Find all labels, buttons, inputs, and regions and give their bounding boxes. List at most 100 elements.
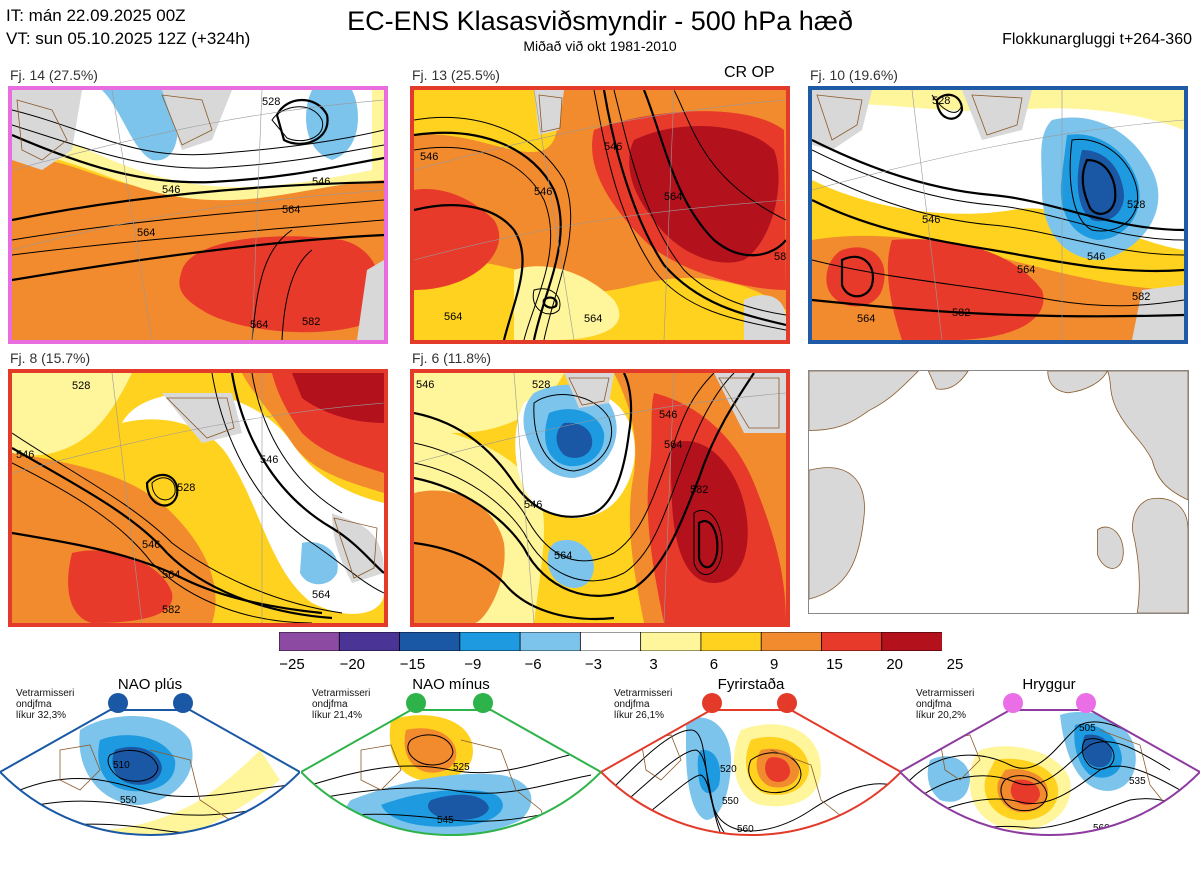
- regime-map-ridge: 505 535 560: [900, 693, 1200, 837]
- contour-label: 58: [774, 251, 786, 263]
- colorbar-tick-label: −20: [339, 656, 366, 673]
- contour-label: 564: [137, 227, 155, 239]
- regime-map-nao-plus: 510 550: [0, 693, 300, 837]
- cluster-label-6: Fj. 6 (11.8%): [412, 350, 492, 366]
- colorbar-tick-label: −3: [584, 656, 602, 673]
- contour-label: 546: [416, 379, 434, 391]
- contour-label: 546: [922, 214, 940, 226]
- contour-label: 510: [113, 760, 130, 771]
- colorbar-tick-label: −9: [464, 656, 482, 673]
- contour-label: 535: [1129, 776, 1146, 787]
- contour-label: 546: [312, 176, 330, 188]
- colorbar: [278, 631, 943, 652]
- cluster-map-6: 546 528 546 564 546 564 582: [410, 369, 790, 627]
- cluster-map-10: 528 546 528 564 546 564 582 582: [808, 86, 1188, 344]
- contour-label: 520: [720, 764, 737, 775]
- colorbar-swatch: [640, 631, 702, 652]
- contour-label: 546: [162, 184, 180, 196]
- colorbar-swatch: [338, 631, 401, 652]
- regime-dot: [108, 693, 128, 713]
- regime-title-nao-plus: NAO plús: [117, 676, 183, 693]
- colorbar-tick-label: 3: [649, 656, 658, 673]
- cluster-label-8: Fj. 8 (15.7%): [10, 350, 91, 366]
- colorbar-swatch: [881, 631, 943, 652]
- contour-label: 528: [1127, 199, 1145, 211]
- valid-time: VT: sun 05.10.2025 12Z (+324h): [6, 29, 251, 48]
- contour-label: 525: [453, 762, 470, 773]
- colorbar-swatch: [821, 631, 883, 652]
- contour-label: 528: [532, 379, 550, 391]
- contour-label: 550: [120, 795, 137, 806]
- colorbar-tick-label: −6: [524, 656, 542, 673]
- colorbar-tick-label: 20: [886, 656, 904, 673]
- colorbar-swatch: [519, 631, 582, 652]
- regime-note-nao-plus: Vetrarmisseri ondjfma líkur 32,3%: [16, 688, 75, 721]
- regime-dot: [406, 693, 426, 713]
- contour-label: 564: [1017, 264, 1035, 276]
- contour-label: 545: [437, 815, 454, 826]
- contour-label: 564: [554, 550, 572, 562]
- climatology-subtitle: Miðað við okt 1981-2010: [523, 38, 677, 54]
- contour-label: 564: [162, 569, 180, 581]
- contour-label: 582: [302, 316, 320, 328]
- cluster-label-14: Fj. 14 (27.5%): [10, 67, 98, 83]
- cluster-map-14: 528 546 546 564 564 564 582: [8, 86, 388, 344]
- regime-map-nao-minus: 525 545 565: [301, 693, 601, 837]
- contour-label: 564: [584, 313, 602, 325]
- basemap-panel: [808, 370, 1189, 614]
- contour-label: 528: [932, 95, 950, 107]
- colorbar-tick-label: 6: [709, 656, 719, 673]
- colorbar-tick-label: −15: [399, 656, 426, 673]
- colorbar-swatch: [459, 631, 521, 652]
- contour-label: 582: [162, 604, 180, 616]
- regime-dot: [702, 693, 722, 713]
- contour-label: 546: [142, 539, 160, 551]
- cluster-map-13: 546 564 564 546 546 564 58: [410, 86, 790, 344]
- contour-label: 546: [534, 186, 552, 198]
- contour-label: 546: [659, 409, 677, 421]
- contour-label: 546: [604, 141, 622, 153]
- contour-label: 528: [177, 482, 195, 494]
- contour-label: 546: [420, 151, 438, 163]
- contour-label: 582: [690, 484, 708, 496]
- regime-dot: [777, 693, 797, 713]
- control-operational-tag: CR OP: [724, 64, 775, 81]
- regime-title-nao-minus: NAO mínus: [412, 676, 490, 693]
- cluster-label-13: Fj. 13 (25.5%): [412, 67, 500, 83]
- colorbar-swatch: [579, 631, 642, 652]
- contour-label: 528: [262, 96, 280, 108]
- page-title: EC-ENS Klasasviðsmyndir - 500 hPa hæð: [347, 6, 853, 36]
- contour-label: 546: [1087, 251, 1105, 263]
- colorbar-tick-label: 9: [770, 656, 779, 673]
- cluster-map-8: 528 546 528 546 546 564 582 564: [8, 369, 388, 627]
- colorbar-tick-label: −25: [279, 656, 305, 673]
- contour-label: 582: [952, 307, 970, 319]
- contour-label: 564: [664, 439, 682, 451]
- contour-label: 528: [72, 380, 90, 392]
- colorbar-swatch: [399, 631, 461, 652]
- contour-label: 546: [260, 454, 278, 466]
- regime-dot: [1003, 693, 1023, 713]
- init-time: IT: mán 22.09.2025 00Z: [6, 6, 186, 25]
- clustering-window: Flokkunargluggi t+264-360: [1002, 31, 1192, 48]
- cluster-label-10: Fj. 10 (19.6%): [810, 67, 898, 83]
- contour-label: 564: [312, 589, 330, 601]
- contour-label: 560: [737, 824, 754, 835]
- colorbar-swatch: [760, 631, 823, 652]
- regime-dot: [1076, 693, 1096, 713]
- contour-label: 564: [857, 313, 875, 325]
- colorbar-tick-label: 25: [946, 656, 964, 673]
- contour-label: 564: [664, 191, 682, 203]
- contour-label: 564: [282, 204, 300, 216]
- regime-note-blocking: Vetrarmisseri ondjfma líkur 26,1%: [614, 688, 673, 721]
- colorbar-swatches: [278, 631, 943, 652]
- contour-label: 564: [250, 319, 268, 331]
- contour-label: 505: [1079, 723, 1096, 734]
- regime-note-nao-minus: Vetrarmisseri ondjfma líkur 21,4%: [312, 688, 371, 721]
- regime-title-blocking: Fyrirstaða: [717, 676, 785, 693]
- contour-label: 582: [1132, 291, 1150, 303]
- regime-dot: [173, 693, 193, 713]
- colorbar-swatch: [278, 631, 341, 652]
- regime-note-ridge: Vetrarmisseri ondjfma líkur 20,2%: [916, 688, 975, 721]
- contour-label: 546: [16, 449, 34, 461]
